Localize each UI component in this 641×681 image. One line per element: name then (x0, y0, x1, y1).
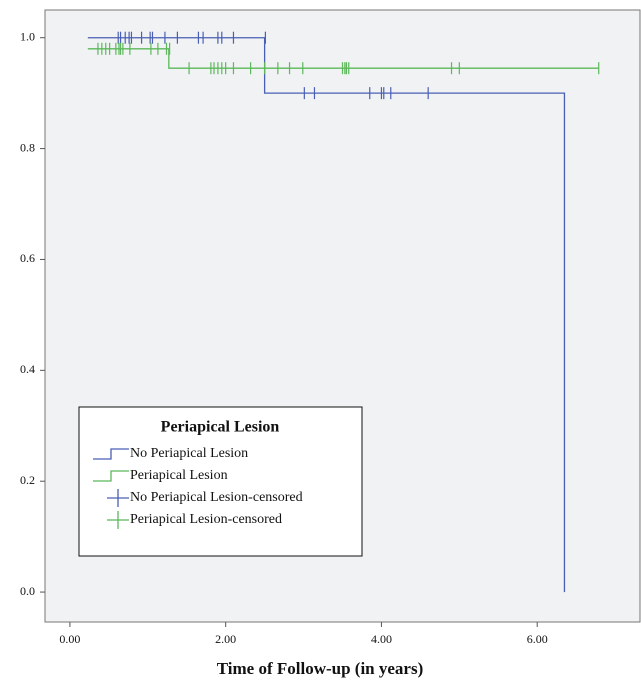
legend-label: No Periapical Lesion (130, 446, 248, 461)
y-tick-label: 0.6 (20, 251, 35, 265)
x-tick-label: 2.00 (215, 632, 236, 646)
legend-box (78, 406, 363, 557)
legend-title: Periapical Lesion (161, 419, 280, 436)
y-tick-label: 1.0 (20, 29, 35, 43)
y-tick-label: 0.4 (20, 362, 35, 376)
x-tick-label: 0.00 (59, 632, 80, 646)
legend-symbol (93, 448, 129, 460)
x-tick-label: 4.00 (371, 632, 392, 646)
legend-symbol (107, 489, 129, 507)
legend-label: Periapical Lesion-censored (130, 512, 282, 527)
legend-symbol (93, 470, 129, 482)
survival-line (87, 48, 599, 69)
legend-label: Periapical Lesion (130, 468, 228, 483)
legend-symbol (107, 511, 129, 529)
legend-label: No Periapical Lesion-censored (130, 490, 303, 505)
x-axis-label: Time of Follow-up (in years) (217, 659, 424, 678)
x-tick-label: 6.00 (527, 632, 548, 646)
survival-line (87, 37, 566, 593)
y-tick-label: 0.2 (20, 473, 35, 487)
y-tick-label: 0.8 (20, 140, 35, 154)
y-tick-label: 0.0 (20, 584, 35, 598)
